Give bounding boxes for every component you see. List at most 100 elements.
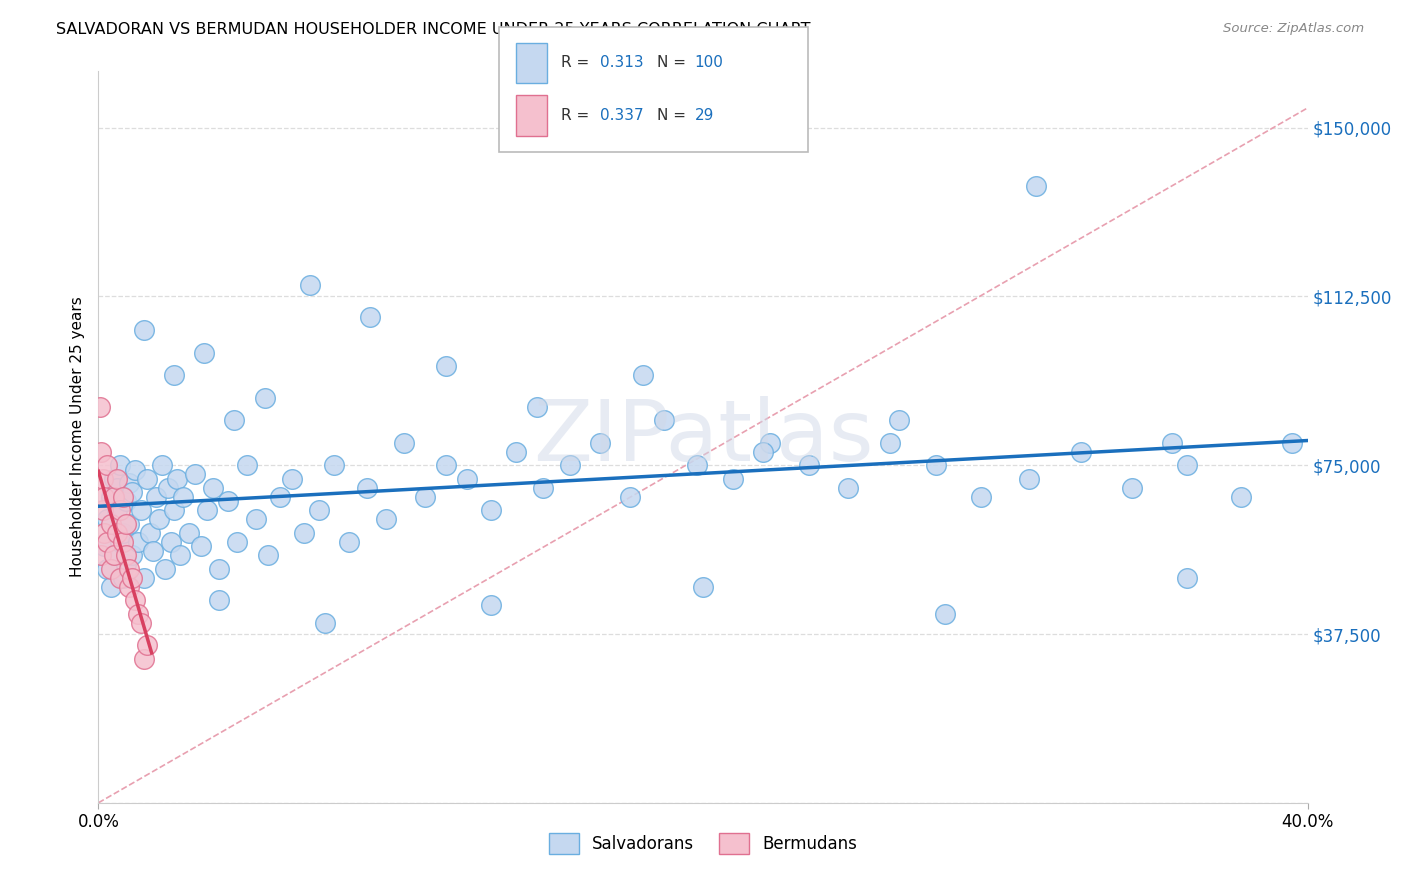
Text: N =: N =: [657, 108, 690, 123]
Text: SALVADORAN VS BERMUDAN HOUSEHOLDER INCOME UNDER 25 YEARS CORRELATION CHART: SALVADORAN VS BERMUDAN HOUSEHOLDER INCOM…: [56, 22, 811, 37]
Point: [224, 413, 246, 427]
Point: [505, 444, 527, 458]
Point: [105, 481, 128, 495]
Point: [93, 490, 115, 504]
Point: [970, 490, 993, 504]
Point: [374, 512, 396, 526]
Point: [132, 571, 155, 585]
Point: [166, 472, 188, 486]
Point: [434, 359, 457, 374]
Point: [558, 458, 581, 473]
Point: [1175, 458, 1198, 473]
Text: ZIPatlas: ZIPatlas: [533, 395, 873, 479]
Text: R =: R =: [561, 55, 595, 70]
Point: [153, 562, 176, 576]
Point: [105, 525, 128, 540]
Point: [299, 278, 322, 293]
Point: [1024, 179, 1046, 194]
Point: [124, 463, 146, 477]
Point: [179, 525, 201, 540]
Point: [526, 400, 548, 414]
Point: [145, 490, 167, 504]
Point: [184, 467, 207, 482]
Point: [169, 548, 191, 562]
Point: [413, 490, 436, 504]
Point: [360, 310, 382, 324]
Point: [1160, 435, 1182, 450]
Point: [208, 593, 231, 607]
Point: [96, 458, 118, 473]
Point: [103, 472, 125, 486]
Point: [129, 615, 152, 630]
Point: [392, 435, 415, 450]
Point: [323, 458, 346, 473]
Point: [100, 490, 122, 504]
Point: [108, 503, 131, 517]
Point: [160, 534, 183, 549]
Point: [797, 458, 820, 473]
Point: [314, 615, 336, 630]
Point: [686, 458, 709, 473]
Point: [124, 593, 146, 607]
Point: [114, 516, 136, 531]
Point: [108, 571, 131, 585]
Point: [752, 444, 775, 458]
Point: [652, 413, 675, 427]
Point: [127, 607, 149, 621]
Point: [879, 435, 901, 450]
Point: [135, 472, 157, 486]
Point: [108, 534, 131, 549]
Point: [148, 512, 170, 526]
Point: [292, 525, 315, 540]
Point: [758, 435, 780, 450]
Point: [100, 562, 122, 576]
Point: [589, 435, 612, 450]
Point: [93, 525, 115, 540]
Point: [631, 368, 654, 383]
Point: [135, 638, 157, 652]
Point: [256, 548, 278, 562]
Text: 0.337: 0.337: [600, 108, 644, 123]
Point: [111, 571, 134, 585]
Point: [193, 345, 215, 359]
Point: [269, 490, 291, 504]
Point: [91, 472, 114, 486]
Point: [434, 458, 457, 473]
Point: [96, 562, 118, 576]
Point: [889, 413, 911, 427]
Point: [90, 444, 112, 458]
Point: [337, 534, 360, 549]
Point: [481, 598, 503, 612]
Point: [217, 494, 239, 508]
Point: [226, 534, 249, 549]
Text: N =: N =: [657, 55, 690, 70]
Point: [1121, 481, 1143, 495]
Point: [172, 490, 194, 504]
Point: [150, 458, 173, 473]
Point: [89, 400, 111, 414]
Point: [190, 539, 212, 553]
Point: [118, 476, 141, 491]
Point: [1018, 472, 1040, 486]
Point: [619, 490, 641, 504]
Point: [1070, 444, 1092, 458]
Point: [139, 525, 162, 540]
Point: [114, 548, 136, 562]
Point: [118, 562, 141, 576]
Point: [692, 580, 714, 594]
Point: [103, 490, 125, 504]
Point: [156, 481, 179, 495]
Point: [121, 571, 143, 585]
Point: [103, 548, 125, 562]
Point: [121, 548, 143, 562]
Point: [253, 391, 276, 405]
Legend: Salvadorans, Bermudans: Salvadorans, Bermudans: [541, 827, 865, 860]
Point: [142, 543, 165, 558]
Point: [103, 548, 125, 562]
Point: [91, 503, 114, 517]
Point: [1175, 571, 1198, 585]
Text: Source: ZipAtlas.com: Source: ZipAtlas.com: [1223, 22, 1364, 36]
Point: [118, 516, 141, 531]
Point: [481, 503, 503, 517]
Point: [96, 534, 118, 549]
